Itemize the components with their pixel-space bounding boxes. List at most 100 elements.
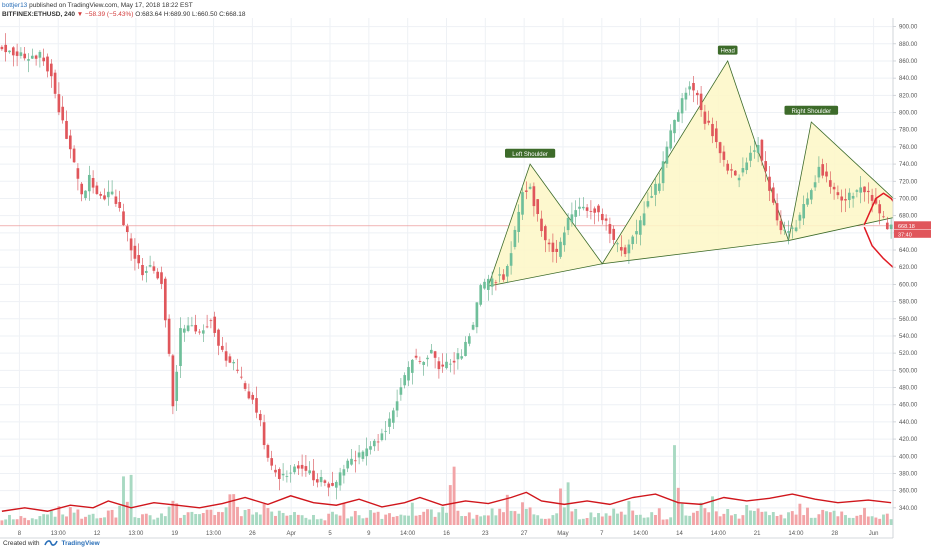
volume-bar xyxy=(722,513,726,525)
volume-bar xyxy=(764,511,768,525)
volume-bar xyxy=(597,513,600,525)
volume-bar xyxy=(11,519,15,525)
candle xyxy=(72,145,76,163)
candle-body xyxy=(308,470,312,474)
candle xyxy=(676,109,680,122)
volume-bar xyxy=(730,515,733,525)
candle-body xyxy=(156,271,160,279)
candle-body xyxy=(851,195,855,199)
candle-body xyxy=(638,220,642,235)
candle-body xyxy=(342,469,346,476)
last-price-tag xyxy=(894,221,931,230)
x-tick-label: 7 xyxy=(600,531,604,537)
candle-body xyxy=(247,391,251,399)
volume-bar xyxy=(703,508,707,525)
candle-body xyxy=(475,302,479,328)
y-tick-label: 420.00 xyxy=(899,437,918,443)
candle-body xyxy=(270,458,274,466)
candle xyxy=(194,314,198,335)
volume-bar xyxy=(103,517,106,525)
candle-body xyxy=(741,168,745,173)
candle xyxy=(688,81,692,96)
candle-body xyxy=(452,360,456,363)
x-tick-label: 21 xyxy=(754,531,761,537)
volume-bar xyxy=(623,514,627,525)
volume-bar xyxy=(828,512,832,525)
candle xyxy=(612,225,616,245)
candle xyxy=(578,197,581,216)
candle-body xyxy=(847,192,851,201)
candle xyxy=(160,266,163,290)
volume-bar xyxy=(433,516,437,525)
candle-body xyxy=(863,186,866,193)
candle xyxy=(190,316,194,327)
candle xyxy=(23,47,27,61)
candle-body xyxy=(414,355,418,358)
candle xyxy=(790,225,794,239)
candle xyxy=(281,463,285,481)
candle-body xyxy=(623,247,627,255)
candle-body xyxy=(46,56,49,72)
candle-body xyxy=(304,466,308,471)
candle-body xyxy=(733,170,737,176)
candle-body xyxy=(794,227,798,232)
candle xyxy=(828,171,832,194)
candle xyxy=(8,50,11,54)
volume-bar xyxy=(407,515,410,525)
candle xyxy=(593,206,597,225)
candle-body xyxy=(34,55,38,59)
volume-bar xyxy=(285,515,289,525)
volume-bar xyxy=(19,516,23,525)
volume-bar xyxy=(870,516,874,525)
y-tick-label: 520.00 xyxy=(899,351,918,357)
candle-body xyxy=(171,355,175,407)
candle-body xyxy=(277,469,281,480)
volume-bar xyxy=(885,513,889,525)
candle-body xyxy=(429,349,433,354)
y-tick-label: 760.00 xyxy=(899,145,918,151)
volume-bar xyxy=(15,519,19,525)
candle xyxy=(129,233,133,261)
candle-body xyxy=(494,282,498,284)
volume-bar xyxy=(832,510,836,525)
volume-bar xyxy=(224,507,228,525)
candle xyxy=(429,343,433,354)
candle-body xyxy=(422,361,426,365)
candle-body xyxy=(110,191,114,195)
x-tick-label: Apr xyxy=(287,531,296,537)
tradingview-brand[interactable]: TradingView xyxy=(61,539,100,547)
candle-body xyxy=(866,190,870,193)
candle-body xyxy=(608,223,612,234)
candle-body xyxy=(832,186,836,190)
volume-bar xyxy=(182,514,186,525)
volume-bar xyxy=(65,516,68,525)
candle xyxy=(217,328,220,356)
candle xyxy=(654,177,657,207)
volume-bar xyxy=(585,518,589,525)
candle-body xyxy=(49,63,53,77)
candle-body xyxy=(125,226,129,233)
volume-bar xyxy=(129,474,133,525)
candle-body xyxy=(532,186,536,207)
y-tick-label: 580.00 xyxy=(899,300,918,306)
candle xyxy=(49,59,53,88)
volume-bar xyxy=(293,512,296,525)
candle-body xyxy=(137,255,141,264)
candle xyxy=(787,220,790,245)
volume-bar xyxy=(61,514,65,525)
candle xyxy=(376,434,380,451)
y-tick-label: 380.00 xyxy=(899,471,918,477)
volume-bar xyxy=(160,513,163,525)
volume-bar xyxy=(201,513,205,525)
volume-bar xyxy=(638,514,642,525)
volume-bar xyxy=(91,513,95,525)
symbol-label[interactable]: BITFINEX:ETHUSD, 240 xyxy=(2,11,75,18)
volume-bar xyxy=(752,510,756,525)
author-link[interactable]: bottjer13 xyxy=(2,2,28,9)
candle-body xyxy=(437,361,441,370)
volume-bar xyxy=(741,515,745,525)
candle-body xyxy=(889,224,893,230)
candle-body xyxy=(338,472,342,486)
y-tick-label: 800.00 xyxy=(899,111,918,117)
